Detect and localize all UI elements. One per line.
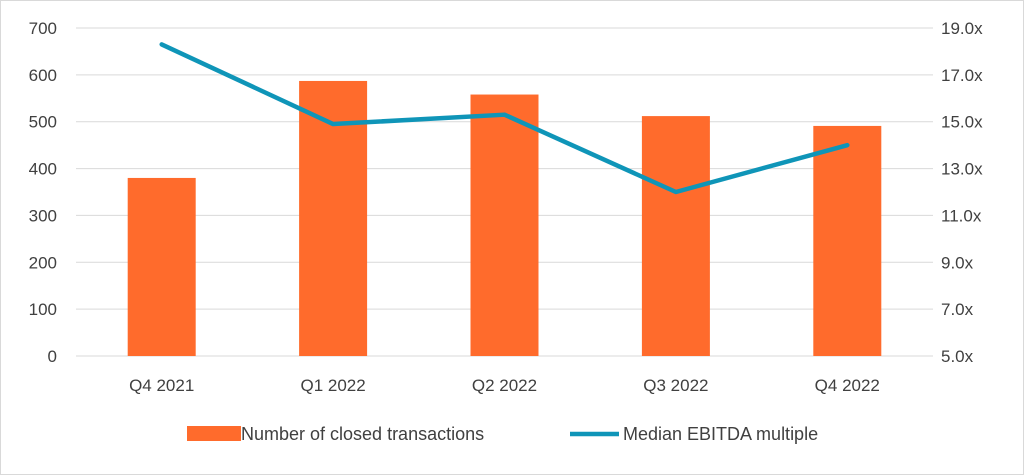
bar-q3-2022: [641, 116, 710, 356]
right-tick-label: 17.0x: [941, 66, 983, 85]
x-tick-label: Q4 2021: [129, 376, 194, 395]
x-tick-label: Q2 2022: [472, 376, 537, 395]
x-tick-label: Q1 2022: [300, 376, 365, 395]
right-tick-label: 11.0x: [941, 206, 982, 225]
x-tick-label: Q4 2022: [815, 376, 880, 395]
left-tick-label: 400: [29, 160, 57, 179]
bar-q4-2022: [813, 125, 882, 356]
right-tick-label: 19.0x: [941, 19, 983, 38]
left-tick-label: 600: [29, 66, 57, 85]
legend-label-line: Median EBITDA multiple: [623, 424, 818, 444]
x-tick-label: Q3 2022: [643, 376, 708, 395]
right-tick-label: 5.0x: [941, 347, 974, 366]
right-tick-label: 15.0x: [941, 113, 983, 132]
right-axis: 5.0x 7.0x 9.0x 11.0x 13.0x 15.0x 17.0x 19.0x: [941, 19, 983, 366]
right-tick-label: 13.0x: [941, 160, 983, 179]
bar-q2-2022: [470, 94, 539, 356]
left-tick-label: 700: [29, 19, 57, 38]
legend: Number of closed transactions Median EBI…: [187, 424, 818, 444]
legend-label-bars: Number of closed transactions: [241, 424, 484, 444]
right-tick-label: 9.0x: [941, 253, 974, 272]
left-axis: 0 100 200 300 400 500 600 700: [29, 19, 57, 366]
line-series: [159, 42, 850, 195]
left-tick-label: 200: [29, 253, 57, 272]
x-axis: Q4 2021 Q1 2022 Q2 2022 Q3 2022 Q4 2022: [129, 376, 880, 395]
bar-q4-2021: [127, 177, 196, 356]
bar-series: [127, 80, 882, 356]
bar-q1-2022: [299, 80, 368, 356]
right-tick-label: 7.0x: [941, 300, 974, 319]
left-tick-label: 0: [48, 347, 57, 366]
left-tick-label: 300: [29, 206, 57, 225]
left-tick-label: 100: [29, 300, 57, 319]
legend-swatch-bars: [187, 426, 241, 441]
left-tick-label: 500: [29, 113, 57, 132]
